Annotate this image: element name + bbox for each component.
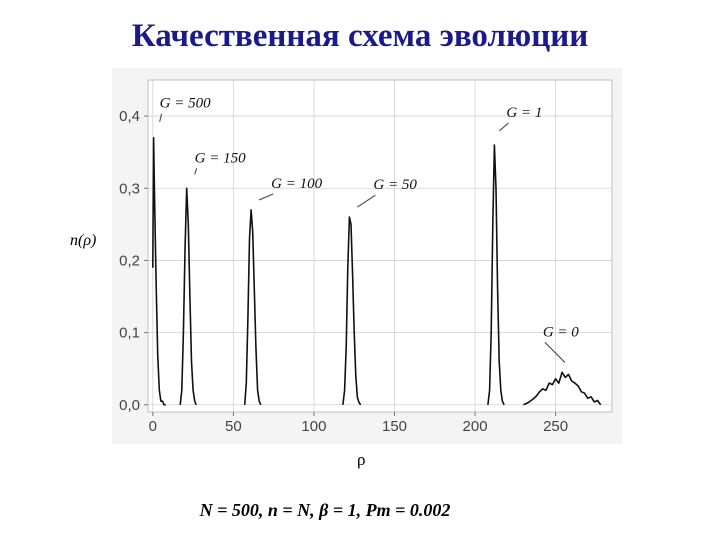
- annotation-label: G = 150: [195, 150, 246, 166]
- y-tick-label: 0,3: [119, 180, 140, 197]
- y-tick-label: 0,1: [119, 325, 140, 342]
- slide-title: Качественная схема эволюции: [131, 18, 589, 54]
- y-tick-label: 0,2: [119, 252, 140, 269]
- annotation-leader: [258, 193, 274, 201]
- y-tick-label: 0,4: [119, 108, 140, 125]
- annotation-label: G = 1: [506, 105, 542, 121]
- series-line: [342, 216, 362, 406]
- x-axis-label: ρ: [357, 450, 366, 469]
- plot-area: [147, 79, 613, 413]
- annotation-leader: [357, 194, 376, 208]
- x-tick-label: 250: [543, 418, 568, 435]
- x-tick-label: 50: [225, 418, 242, 435]
- series-line: [179, 187, 198, 406]
- annotation-leader: [159, 113, 163, 122]
- x-tick-label: 150: [382, 418, 407, 435]
- series-line: [152, 136, 166, 406]
- series-line: [523, 371, 602, 406]
- parameters-caption: N = 500, n = N, β = 1, Pm = 0.002: [199, 500, 451, 520]
- x-tick-label: 200: [463, 418, 488, 435]
- annotation-label: G = 100: [271, 176, 322, 192]
- y-tick-label: 0,0: [119, 397, 140, 414]
- annotation-label: G = 50: [373, 177, 417, 193]
- series-line: [487, 144, 505, 406]
- annotation-label: G = 500: [160, 96, 211, 112]
- y-axis-label: n(ρ): [70, 232, 97, 249]
- series-line: [243, 209, 262, 406]
- x-tick-label: 0: [149, 418, 157, 435]
- x-tick-label: 100: [301, 418, 326, 435]
- annotation-leader: [544, 341, 566, 363]
- annotation-leader: [498, 122, 509, 132]
- annotation-label: G = 0: [543, 324, 579, 340]
- annotation-leader: [194, 168, 198, 175]
